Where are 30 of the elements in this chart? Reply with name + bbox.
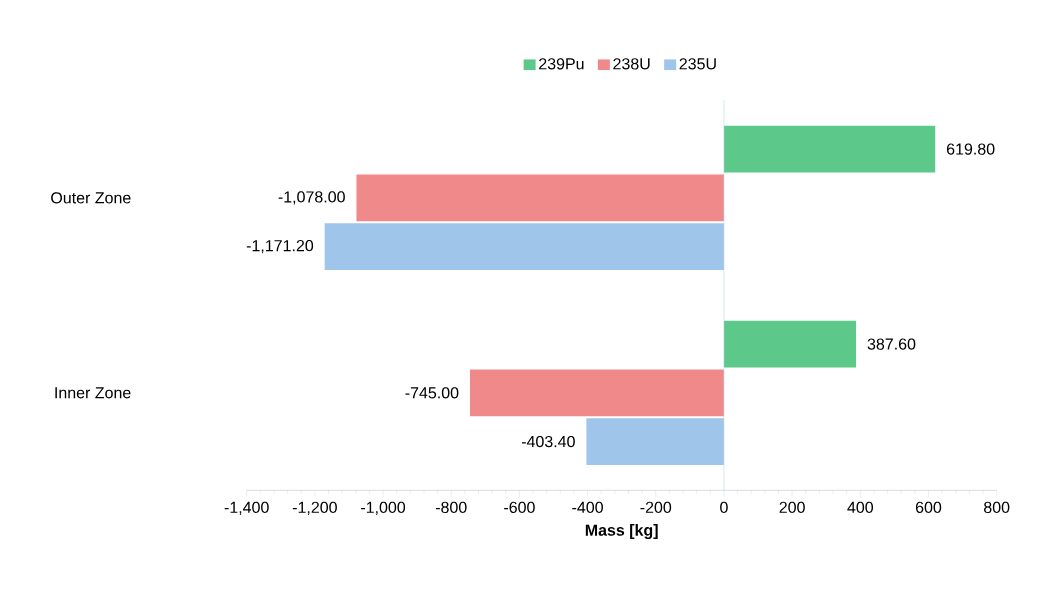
x-tick-label: -800 <box>435 501 467 514</box>
y-tick-label: Inner Zone <box>55 387 131 399</box>
x-tick-label: -1,400 <box>224 501 269 515</box>
data-label: -1,078.00 <box>278 191 345 205</box>
x-tick-label: -600 <box>504 501 535 514</box>
data-label: 387.60 <box>867 338 916 350</box>
legend-label: 239Pu <box>539 58 584 70</box>
x-tick-label: 200 <box>779 501 805 514</box>
x-tick-label: 400 <box>847 501 874 514</box>
data-label: -745.00 <box>405 387 459 399</box>
bar <box>586 418 724 465</box>
y-tick-label: Outer Zone <box>51 192 131 204</box>
x-tick-label: -200 <box>640 501 672 514</box>
x-tick-label: -1,000 <box>361 501 406 515</box>
bar <box>356 174 724 222</box>
legend-label: 235U <box>679 58 716 70</box>
data-label: -403.40 <box>521 435 575 448</box>
bar <box>723 125 936 173</box>
x-tick-label: -400 <box>572 501 603 514</box>
bar <box>324 223 724 270</box>
legend-label: 238U <box>613 58 650 70</box>
data-label: 619.80 <box>946 143 995 155</box>
x-axis-title: Mass [kg] <box>585 524 658 540</box>
x-tick-label: -1,200 <box>292 501 337 515</box>
data-label: -1,171.20 <box>246 239 314 254</box>
x-tick-label: 0 <box>720 501 728 514</box>
bar <box>469 369 724 417</box>
x-tick-label: 800 <box>984 501 1010 514</box>
bar <box>723 320 857 368</box>
x-tick-label: 600 <box>915 501 942 514</box>
